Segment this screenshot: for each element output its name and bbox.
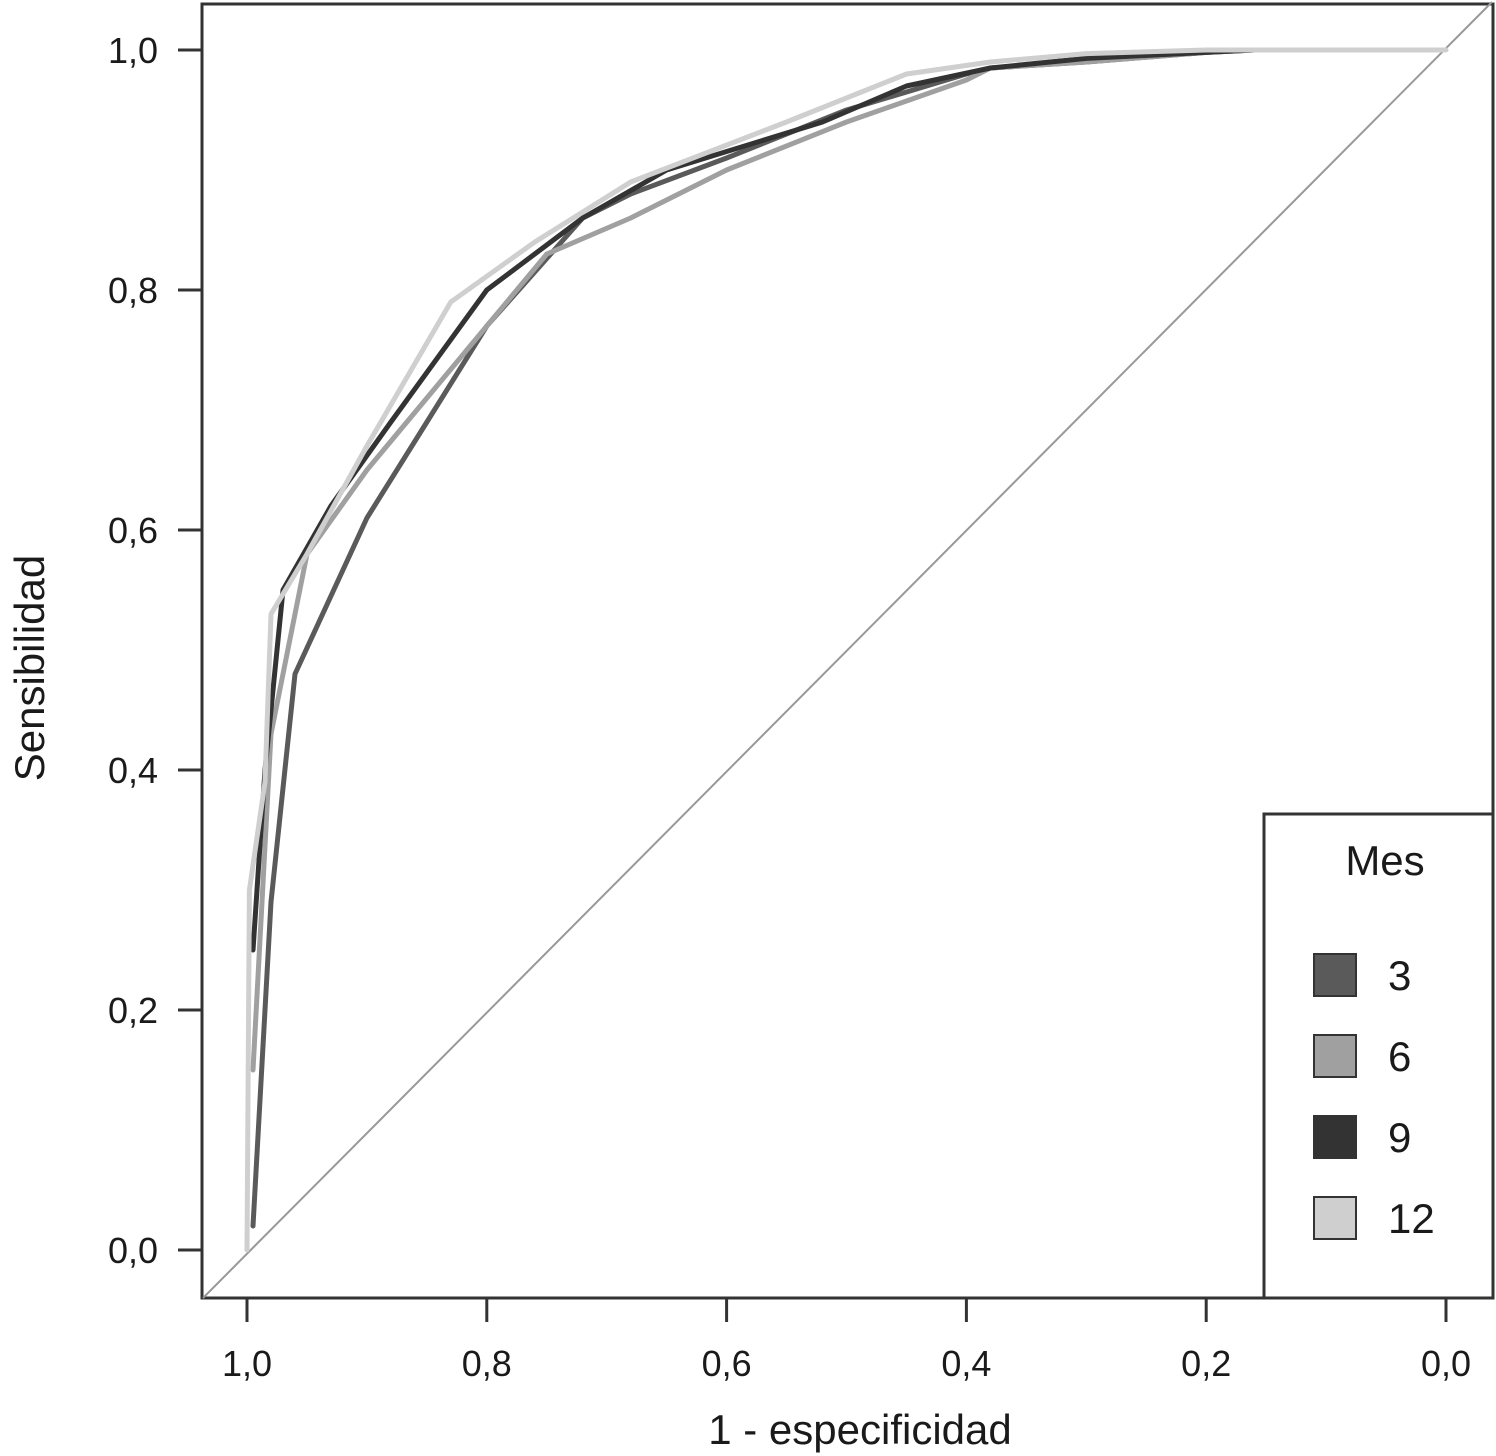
legend-swatch-9 xyxy=(1313,1115,1357,1159)
series-line-12 xyxy=(244,47,1449,1253)
reference-diagonal-line xyxy=(202,1,1493,1299)
y-tick-label: 0,2 xyxy=(108,990,158,1031)
x-tick-label: 0,6 xyxy=(702,1343,752,1384)
series-line-3 xyxy=(250,47,1257,1229)
x-tick-label: 0,8 xyxy=(462,1343,512,1384)
y-tick-label: 0,6 xyxy=(108,510,158,551)
plot-frame xyxy=(200,2,1495,1300)
y-tick-label: 1,0 xyxy=(108,30,158,71)
y-tick-label: 0,4 xyxy=(108,750,158,791)
legend-label-9: 9 xyxy=(1388,1114,1411,1161)
y-tick-label: 0,8 xyxy=(108,270,158,311)
y-axis-title: Sensibilidad xyxy=(6,555,53,782)
legend-label-6: 6 xyxy=(1388,1033,1411,1080)
legend-label-12: 12 xyxy=(1388,1195,1435,1242)
x-tick-label: 0,4 xyxy=(941,1343,991,1384)
legend-title: Mes xyxy=(1345,837,1424,884)
legend-swatch-3 xyxy=(1313,953,1357,997)
legend-label-3: 3 xyxy=(1388,952,1411,999)
series-line-6 xyxy=(250,47,1257,1073)
y-tick-label: 0,0 xyxy=(108,1230,158,1271)
legend-box xyxy=(1262,812,1495,1300)
legend-swatch-12 xyxy=(1313,1196,1357,1240)
legend-swatch-6 xyxy=(1313,1034,1357,1078)
x-tick-label: 0,2 xyxy=(1181,1343,1231,1384)
x-tick-label: 0,0 xyxy=(1421,1343,1471,1384)
series-line-9 xyxy=(250,47,1257,953)
x-axis-title: 1 - especificidad xyxy=(708,1406,1012,1453)
x-tick-label: 1,0 xyxy=(222,1343,272,1384)
legend: Mes 3 6 9 12 xyxy=(1262,812,1495,1300)
